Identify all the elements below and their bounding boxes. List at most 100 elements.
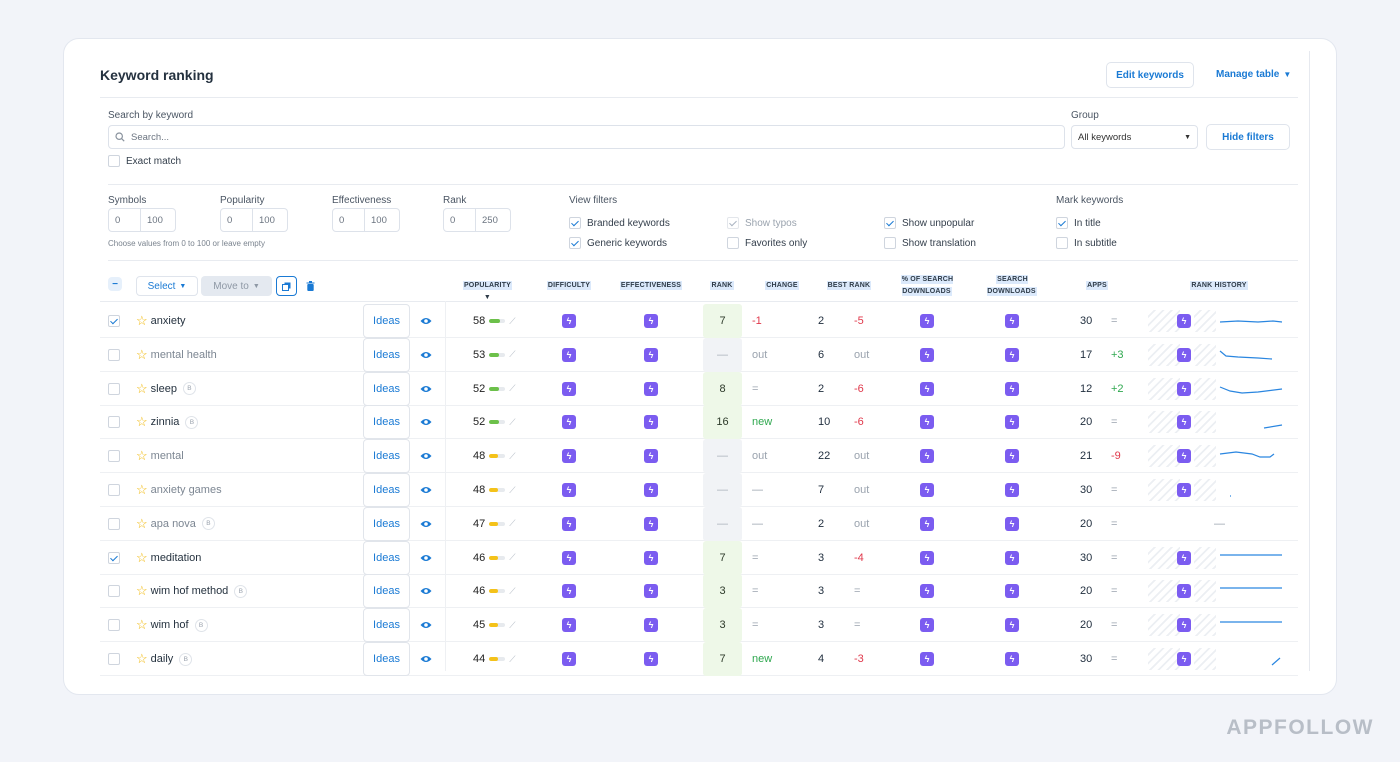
column-header[interactable]: DIFFICULTY — [539, 280, 599, 292]
checkbox[interactable] — [108, 619, 120, 632]
manage-table-dropdown[interactable]: Manage table ▼ — [1216, 69, 1291, 80]
eye-icon[interactable] — [420, 655, 432, 663]
checkbox[interactable] — [108, 450, 120, 463]
checkbox[interactable] — [108, 315, 120, 327]
rank-history-sparkline[interactable] — [1218, 548, 1284, 568]
table-row[interactable]: ☆ meditation Ideas 46 ⟋ ϟ ϟ 7 = 3 -4 ϟ ϟ 30 = ϟ — [100, 540, 1298, 575]
trash-icon[interactable] — [302, 276, 318, 296]
exact-match-checkbox[interactable]: Exact match — [108, 155, 181, 167]
edit-keywords-button[interactable]: Edit keywords — [1106, 62, 1194, 88]
checkbox[interactable] — [569, 217, 581, 229]
eye-icon[interactable] — [420, 554, 432, 562]
ideas-button[interactable]: Ideas — [363, 608, 410, 643]
range-min-input[interactable]: 0 — [443, 208, 476, 232]
column-header[interactable]: SEARCH DOWNLOADS — [977, 274, 1047, 298]
rank-history-sparkline[interactable] — [1218, 379, 1284, 399]
ideas-button[interactable]: Ideas — [363, 642, 410, 676]
column-header[interactable]: CHANGE — [757, 280, 807, 292]
trend-icon[interactable]: ⟋ — [509, 416, 516, 427]
range-min-input[interactable]: 0 — [220, 208, 253, 232]
copy-icon[interactable] — [276, 276, 297, 296]
star-icon[interactable]: ☆ — [136, 583, 148, 599]
eye-icon[interactable] — [420, 621, 432, 629]
eye-icon[interactable] — [420, 587, 432, 595]
mark-keyword-option[interactable]: In title — [1056, 217, 1101, 229]
ideas-button[interactable]: Ideas — [363, 473, 410, 507]
ideas-button[interactable]: Ideas — [363, 540, 410, 575]
checkbox[interactable] — [1056, 217, 1068, 229]
rank-history-sparkline[interactable] — [1218, 345, 1284, 365]
star-icon[interactable]: ☆ — [136, 448, 148, 464]
table-row[interactable]: ☆ zinnia B Ideas 52 ⟋ ϟ ϟ 16 new 10 -6 ϟ ϟ 20 = ϟ — [100, 405, 1298, 440]
eye-icon[interactable] — [420, 486, 432, 494]
trend-icon[interactable]: ⟋ — [509, 383, 516, 394]
rank-history-sparkline[interactable] — [1218, 446, 1284, 466]
checkbox[interactable] — [108, 348, 120, 361]
table-row[interactable]: ☆ anxiety Ideas 58 ⟋ ϟ ϟ 7 -1 2 -5 ϟ ϟ 30 = ϟ — [100, 304, 1298, 338]
star-icon[interactable]: ☆ — [136, 346, 148, 362]
table-row[interactable]: ☆ mental Ideas 48 ⟋ ϟ ϟ — out 22 out ϟ ϟ 21 -9 ϟ — [100, 439, 1298, 474]
column-header[interactable]: RANK — [702, 280, 742, 292]
range-max-input[interactable]: 250 — [476, 208, 511, 232]
range-max-input[interactable]: 100 — [141, 208, 176, 232]
checkbox[interactable] — [108, 585, 120, 598]
ideas-button[interactable]: Ideas — [363, 337, 410, 372]
checkbox[interactable] — [884, 237, 896, 249]
checkbox[interactable] — [108, 416, 120, 429]
star-icon[interactable]: ☆ — [136, 482, 148, 497]
rank-history-sparkline[interactable] — [1218, 311, 1284, 331]
range-min-input[interactable]: 0 — [108, 208, 141, 232]
table-row[interactable]: ☆ sleep B Ideas 52 ⟋ ϟ ϟ 8 = 2 -6 ϟ ϟ 12 +2 ϟ — [100, 371, 1298, 406]
view-filter-option[interactable]: Show typos — [727, 217, 797, 229]
view-filter-option[interactable]: Favorites only — [727, 237, 807, 249]
column-header[interactable]: POPULARITY ▼ — [458, 280, 518, 304]
rank-history-sparkline[interactable] — [1218, 581, 1284, 601]
checkbox[interactable] — [108, 382, 120, 395]
checkbox[interactable] — [108, 551, 120, 564]
trend-icon[interactable]: ⟋ — [509, 450, 516, 461]
trend-icon[interactable]: ⟋ — [509, 349, 516, 360]
checkbox[interactable] — [108, 517, 120, 530]
checkbox[interactable] — [884, 217, 896, 229]
checkbox[interactable] — [108, 155, 120, 167]
range-max-input[interactable]: 100 — [365, 208, 400, 232]
table-row[interactable]: ☆ wim hof method B Ideas 46 ⟋ ϟ ϟ 3 = 3 = ϟ ϟ 20 = ϟ — [100, 574, 1298, 609]
mark-keyword-option[interactable]: In subtitle — [1056, 237, 1117, 249]
checkbox[interactable] — [1056, 237, 1068, 249]
rank-history-sparkline[interactable] — [1218, 480, 1284, 500]
star-icon[interactable]: ☆ — [136, 414, 148, 430]
table-row[interactable]: ☆ mental health Ideas 53 ⟋ ϟ ϟ — out 6 out ϟ ϟ 17 +3 ϟ — [100, 337, 1298, 372]
range-min-input[interactable]: 0 — [332, 208, 365, 232]
view-filter-option[interactable]: Show translation — [884, 237, 976, 249]
eye-icon[interactable] — [420, 317, 432, 325]
trend-icon[interactable]: ⟋ — [509, 585, 516, 596]
eye-icon[interactable] — [420, 452, 432, 460]
trend-icon[interactable]: ⟋ — [509, 315, 516, 326]
trend-icon[interactable]: ⟋ — [509, 552, 516, 563]
column-header[interactable]: BEST RANK — [819, 280, 879, 292]
ideas-button[interactable]: Ideas — [363, 405, 410, 440]
star-icon[interactable]: ☆ — [136, 313, 148, 328]
checkbox[interactable] — [108, 484, 120, 496]
table-row[interactable]: ☆ apa nova B Ideas 47 ⟋ ϟ ϟ — — 2 out ϟ ϟ 20 = — — [100, 506, 1298, 541]
eye-icon[interactable] — [420, 351, 432, 359]
column-header[interactable]: RANK HISTORY — [1179, 280, 1259, 292]
select-dropdown[interactable]: Select ▼ — [136, 276, 198, 296]
table-row[interactable]: ☆ daily B Ideas 44 ⟋ ϟ ϟ 7 new 4 -3 ϟ ϟ 30 = ϟ — [100, 642, 1298, 676]
ideas-button[interactable]: Ideas — [363, 439, 410, 474]
star-icon[interactable]: ☆ — [136, 651, 148, 666]
move-to-dropdown[interactable]: Move to ▼ — [201, 276, 272, 296]
view-filter-option[interactable]: Show unpopular — [884, 217, 974, 229]
rank-history-sparkline[interactable] — [1218, 615, 1284, 635]
hide-filters-button[interactable]: Hide filters — [1206, 124, 1290, 150]
star-icon[interactable]: ☆ — [136, 549, 148, 565]
trend-icon[interactable]: ⟋ — [509, 653, 516, 664]
table-row[interactable]: ☆ anxiety games Ideas 48 ⟋ ϟ ϟ — — 7 out ϟ ϟ 30 = ϟ — [100, 473, 1298, 507]
eye-icon[interactable] — [420, 418, 432, 426]
column-header[interactable]: APPS — [1077, 280, 1117, 292]
ideas-button[interactable]: Ideas — [363, 371, 410, 406]
ideas-button[interactable]: Ideas — [363, 574, 410, 609]
star-icon[interactable]: ☆ — [136, 380, 148, 396]
star-icon[interactable]: ☆ — [136, 515, 148, 531]
view-filter-option[interactable]: Branded keywords — [569, 217, 670, 229]
